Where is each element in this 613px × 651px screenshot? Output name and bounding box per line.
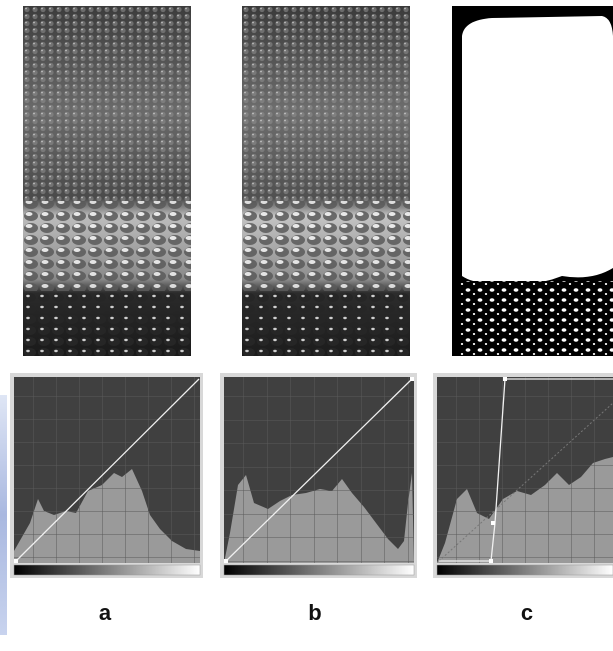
edge-strip	[0, 395, 7, 635]
panel-label-b: b	[308, 600, 322, 625]
panel-label-a: a	[98, 600, 112, 625]
panel-label-c: c	[520, 600, 534, 625]
photo-c	[452, 6, 613, 356]
curve-point-icon[interactable]	[489, 559, 493, 563]
curve-point-icon[interactable]	[14, 559, 18, 563]
curve-point-icon[interactable]	[224, 559, 228, 563]
photo-b	[242, 6, 410, 356]
photo-a	[23, 6, 191, 356]
curve-panel-b[interactable]	[220, 373, 417, 578]
curve-panel-a[interactable]	[10, 373, 203, 578]
curve-panel-c[interactable]	[433, 373, 613, 578]
